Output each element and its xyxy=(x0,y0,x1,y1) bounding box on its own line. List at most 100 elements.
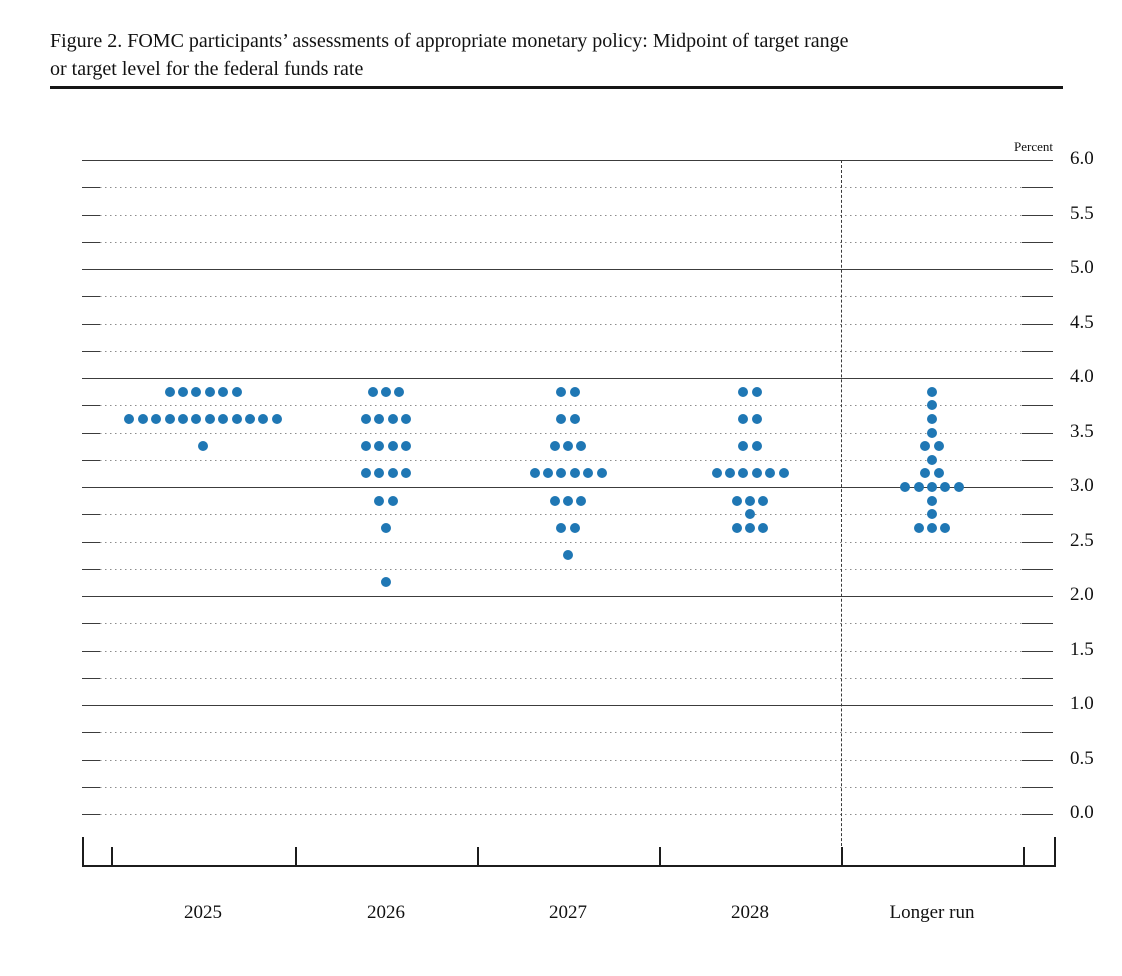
gridline-dotted-1.75 xyxy=(100,623,1022,625)
x-axis-tick xyxy=(1023,847,1025,865)
gridline-dotted-5.25 xyxy=(100,241,1022,243)
x-axis-label-2026: 2026 xyxy=(367,902,405,923)
ffr-dot xyxy=(724,468,735,479)
ffr-dot xyxy=(381,386,391,397)
ffr-dot xyxy=(927,482,937,492)
ffr-dot xyxy=(191,413,202,424)
ffr-dot xyxy=(374,495,385,506)
gridline-left-cap xyxy=(82,459,100,461)
y-axis-label-5.5: 5.5 xyxy=(1070,202,1094,224)
ffr-dot xyxy=(556,413,567,424)
gridline-left-cap xyxy=(82,732,100,734)
ffr-dot xyxy=(927,509,937,520)
gridline-right-cap xyxy=(1022,323,1053,325)
y-axis-label-2.5: 2.5 xyxy=(1070,529,1094,551)
ffr-dot xyxy=(576,495,587,506)
ffr-dot xyxy=(913,522,924,533)
gridline-dotted-1.25 xyxy=(100,677,1022,679)
ffr-dot xyxy=(244,413,255,424)
ffr-dot xyxy=(765,468,776,479)
ffr-dot xyxy=(204,413,215,424)
x-axis-right-end-bar xyxy=(1054,837,1056,867)
ffr-dot xyxy=(218,386,229,397)
y-axis-label-6.0: 6.0 xyxy=(1070,148,1094,169)
gridline-right-cap xyxy=(1022,459,1053,461)
gridline-left-cap xyxy=(82,350,100,352)
ffr-dot xyxy=(927,427,937,438)
gridline-right-cap xyxy=(1022,732,1053,734)
ffr-dot xyxy=(204,386,215,397)
ffr-dot xyxy=(374,413,385,424)
ffr-dot xyxy=(576,441,587,452)
gridline-right-cap xyxy=(1022,432,1053,434)
ffr-dot xyxy=(231,386,242,397)
ffr-dot xyxy=(778,468,789,479)
x-axis-label-longer-run: Longer run xyxy=(889,902,975,923)
ffr-dot xyxy=(164,413,175,424)
gridline-dotted-1.5 xyxy=(100,650,1022,652)
gridline-left-cap xyxy=(82,623,100,625)
gridline-right-cap xyxy=(1022,405,1053,407)
gridline-solid-2 xyxy=(82,596,1053,597)
y-axis-label-0.0: 0.0 xyxy=(1070,802,1094,823)
gridline-dotted-2.5 xyxy=(100,541,1022,543)
ffr-dot xyxy=(933,441,944,452)
ffr-dot xyxy=(738,413,749,424)
ffr-dot xyxy=(218,413,229,424)
ffr-dot xyxy=(556,468,567,479)
ffr-dot xyxy=(563,495,573,506)
ffr-dot xyxy=(191,386,202,397)
ffr-dot xyxy=(751,413,762,424)
ffr-dot xyxy=(751,386,762,397)
y-axis-label-4.0: 4.0 xyxy=(1070,366,1094,387)
figure-title-line1: Figure 2. FOMC participants’ assessments… xyxy=(50,30,849,52)
ffr-dot xyxy=(900,482,911,492)
x-axis-label-2028: 2028 xyxy=(731,902,769,923)
ffr-dot xyxy=(177,413,188,424)
ffr-dot xyxy=(745,522,755,533)
ffr-dot xyxy=(596,468,607,479)
ffr-dot xyxy=(177,386,188,397)
x-axis-line xyxy=(82,865,1055,867)
ffr-dot xyxy=(164,386,175,397)
ffr-dot xyxy=(751,441,762,452)
gridline-left-cap xyxy=(82,568,100,570)
gridline-right-cap xyxy=(1022,814,1053,815)
ffr-dot xyxy=(367,386,378,397)
gridline-dotted-0.5 xyxy=(100,759,1022,761)
ffr-dot xyxy=(745,509,755,520)
ffr-dot xyxy=(360,468,371,479)
gridline-dotted-5.5 xyxy=(100,214,1022,216)
ffr-dot xyxy=(394,386,405,397)
ffr-dot xyxy=(920,441,931,452)
gridline-dotted-4.5 xyxy=(100,323,1022,325)
x-axis-label-2025: 2025 xyxy=(184,902,222,923)
ffr-dot xyxy=(569,522,580,533)
ffr-dot xyxy=(933,468,944,479)
ffr-dot xyxy=(751,468,762,479)
gridline-solid-6 xyxy=(82,160,1053,161)
gridline-left-cap xyxy=(82,214,100,216)
gridline-right-cap xyxy=(1022,568,1053,570)
gridline-right-cap xyxy=(1022,241,1053,243)
ffr-dot xyxy=(927,495,937,506)
figure-title: Figure 2. FOMC participants’ assessments… xyxy=(50,28,1063,83)
ffr-dot xyxy=(758,522,769,533)
ffr-dot xyxy=(549,441,560,452)
gridline-right-cap xyxy=(1022,214,1053,216)
gridline-right-cap xyxy=(1022,541,1053,543)
ffr-dot xyxy=(927,454,937,465)
ffr-dot xyxy=(151,413,162,424)
gridline-dotted-0 xyxy=(100,814,1022,815)
ffr-dot xyxy=(758,495,769,506)
gridline-left-cap xyxy=(82,677,100,679)
gridline-solid-5 xyxy=(82,269,1053,270)
gridline-left-cap xyxy=(82,759,100,761)
ffr-dot xyxy=(549,495,560,506)
ffr-dot xyxy=(913,482,924,492)
gridline-right-cap xyxy=(1022,759,1053,761)
ffr-dot xyxy=(387,441,398,452)
ffr-dot xyxy=(738,386,749,397)
x-axis-tick xyxy=(111,847,113,865)
